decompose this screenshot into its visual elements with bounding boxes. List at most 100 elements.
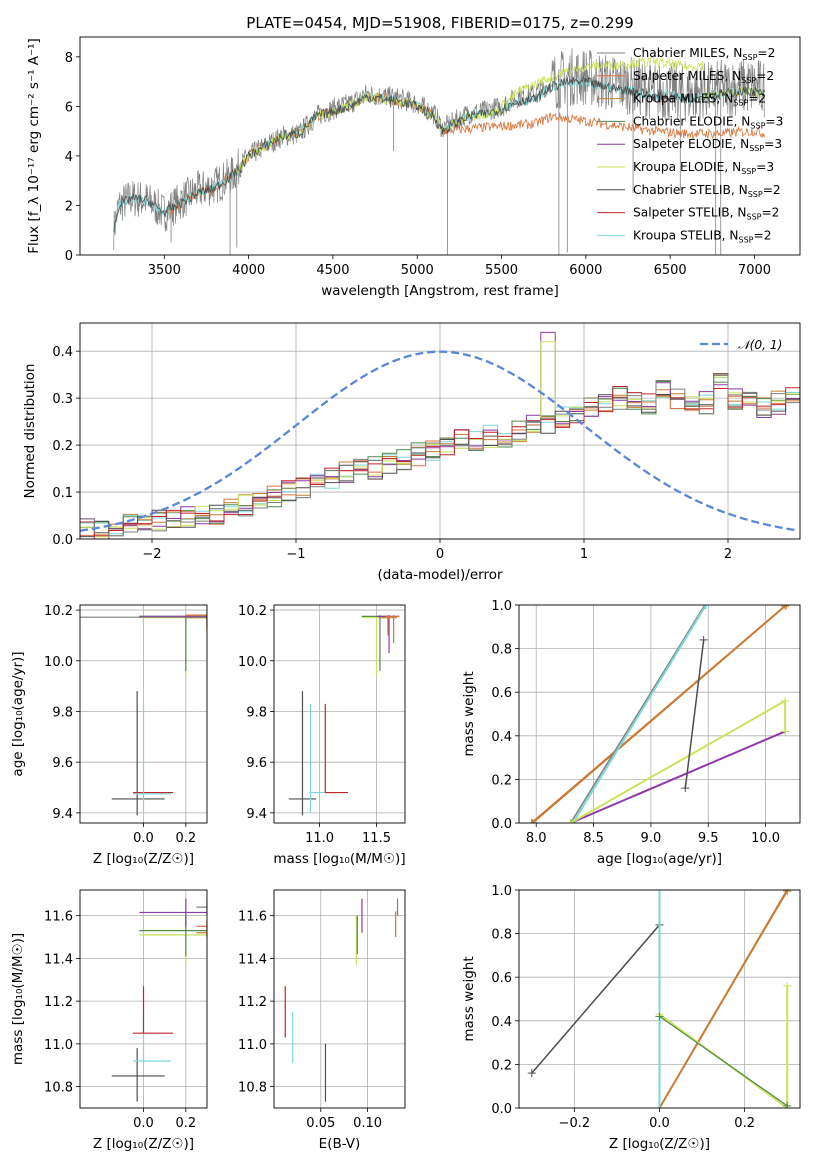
gaussian-curve — [80, 350, 798, 532]
histogram-step — [80, 386, 800, 537]
y-tick-label: 0.2 — [491, 1058, 512, 1073]
y-tick-label: 0.2 — [491, 773, 512, 788]
y-tick-label: 11.2 — [238, 995, 267, 1010]
x-axis-label: Z [log₁₀(Z/Z☉)] — [93, 1136, 194, 1152]
y-tick-label: 9.8 — [246, 705, 267, 720]
errorbar-group — [288, 615, 400, 816]
massweight-line — [569, 605, 706, 823]
x-tick-label: 11.5 — [362, 831, 391, 846]
x-tick-label: 0.2 — [175, 831, 196, 846]
errorbar-group — [111, 898, 207, 1102]
y-tick-label: 0.1 — [52, 486, 73, 501]
x-tick-label: 4000 — [232, 263, 265, 278]
y-tick-label: 2 — [65, 199, 73, 214]
y-tick-label: 11.0 — [44, 1038, 73, 1053]
plus-marker — [527, 1069, 536, 1078]
histogram-step — [80, 374, 800, 537]
x-axis-label: age [log₁₀(age/yr)] — [597, 851, 722, 867]
massweight-line — [658, 890, 788, 1108]
legend-entry: Salpeter MILES, NSSP=2 — [633, 69, 774, 85]
legend-entry: Kroupa ELODIE, NSSP=3 — [633, 160, 774, 176]
massweight-group — [527, 890, 792, 1108]
legend-entry: 𝒩(0, 1) — [738, 338, 782, 352]
x-axis-label: Z [log₁₀(Z/Z☉)] — [609, 1136, 710, 1152]
y-tick-label: 11.6 — [238, 910, 267, 925]
plot-frame — [79, 889, 208, 1109]
y-tick-label: 11.4 — [44, 952, 73, 967]
massweight-line — [572, 605, 707, 823]
y-tick-label: 0.6 — [491, 686, 512, 701]
x-axis-label: wavelength [Angstrom, rest frame] — [321, 283, 559, 299]
plus-marker — [783, 981, 792, 990]
x-tick-label: 2 — [724, 547, 732, 562]
x-tick-label: 7000 — [738, 263, 771, 278]
x-tick-label: 10.0 — [751, 831, 780, 846]
y-tick-label: 11.0 — [238, 1038, 267, 1053]
y-tick-label: 11.4 — [238, 952, 267, 967]
histogram-step — [80, 331, 800, 539]
y-axis-label: Flux [f_λ 10⁻¹⁷ erg cm⁻² s⁻¹ A⁻¹] — [26, 38, 42, 254]
massweight-line — [658, 985, 789, 1108]
y-tick-label: 9.8 — [52, 705, 73, 720]
plus-marker — [655, 890, 664, 894]
x-axis-label: (data-model)/error — [377, 567, 503, 583]
x-axis-label: mass [log₁₀(M/M☉)] — [273, 851, 405, 867]
y-tick-label: 1.0 — [491, 884, 512, 899]
y-tick-label: 0.4 — [491, 730, 512, 745]
y-tick-label: 0.3 — [52, 392, 73, 407]
x-tick-label: −2 — [142, 547, 161, 562]
y-tick-label: 10.0 — [238, 655, 267, 670]
plus-marker — [568, 819, 577, 823]
y-tick-label: 9.4 — [52, 807, 73, 822]
massweight-line — [532, 605, 786, 823]
x-tick-label: 5500 — [485, 263, 518, 278]
y-tick-label: 10.0 — [44, 655, 73, 670]
plus-marker — [566, 819, 575, 823]
plus-marker — [527, 819, 536, 823]
y-tick-label: 0.0 — [491, 817, 512, 832]
y-tick-label: 6 — [65, 100, 73, 115]
x-tick-label: 8.5 — [583, 831, 604, 846]
x-tick-label: −0.2 — [559, 1116, 591, 1131]
y-axis-label: mass weight — [461, 956, 477, 1041]
figure-title: PLATE=0454, MJD=51908, FIBERID=0175, z=0… — [246, 14, 633, 32]
y-tick-label: 10.8 — [44, 1081, 73, 1096]
x-tick-label: 0.05 — [306, 1116, 335, 1131]
y-axis-label: age [log₁₀(age/yr)] — [10, 651, 26, 776]
plot-frame — [273, 604, 406, 824]
y-tick-label: 0.0 — [491, 1102, 512, 1117]
plot-frame — [79, 36, 801, 256]
x-tick-label: 1 — [580, 547, 588, 562]
legend-entry: Kroupa MILES, NSSP=2 — [633, 92, 766, 108]
x-tick-label: 8.0 — [526, 831, 547, 846]
legend-entry: Chabrier ELODIE, NSSP=3 — [633, 114, 783, 130]
legend-entry: Kroupa STELIB, NSSP=2 — [633, 228, 771, 244]
errorbar-group — [284, 898, 399, 1102]
y-tick-label: 9.6 — [246, 756, 267, 771]
x-tick-label: −1 — [286, 547, 305, 562]
y-tick-label: 0.8 — [491, 928, 512, 943]
plot-frame — [273, 889, 406, 1109]
y-tick-label: 9.4 — [246, 807, 267, 822]
massweight-line — [684, 639, 705, 789]
x-tick-label: 11.0 — [305, 831, 334, 846]
y-axis-label: mass [log₁₀(M/M☉)] — [10, 933, 26, 1065]
y-tick-label: 1.0 — [491, 599, 512, 614]
legend-entry: Chabrier MILES, NSSP=2 — [633, 46, 775, 62]
massweight-line — [659, 1015, 788, 1107]
plus-marker — [701, 605, 710, 609]
massweight-line — [570, 730, 786, 823]
y-tick-label: 0 — [65, 249, 73, 264]
plus-marker — [781, 605, 790, 611]
plus-marker — [783, 890, 792, 896]
legend-entry: Salpeter ELODIE, NSSP=3 — [633, 137, 782, 153]
plus-marker — [681, 784, 690, 793]
x-tick-label: 6000 — [569, 263, 602, 278]
x-tick-label: 9.5 — [698, 831, 719, 846]
y-tick-label: 10.8 — [238, 1081, 267, 1096]
errorbar-group — [80, 610, 207, 816]
plus-marker — [699, 635, 708, 644]
y-tick-label: 10.2 — [44, 604, 73, 619]
plus-marker — [781, 727, 790, 736]
x-tick-label: 5000 — [401, 263, 434, 278]
